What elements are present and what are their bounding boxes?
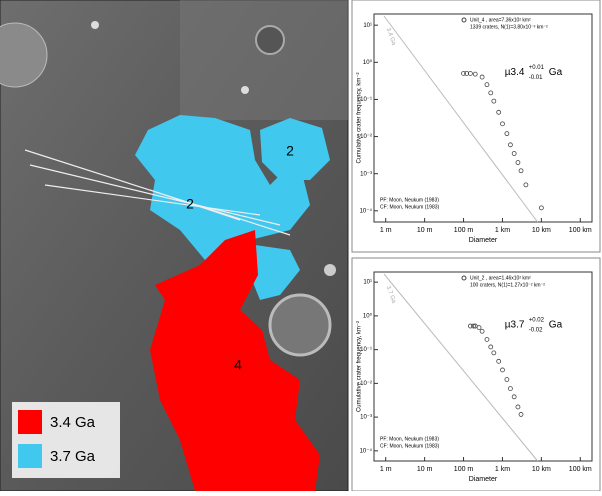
age-minus: -0.02 [529,327,543,333]
x-tick-label: 1 m [380,227,392,234]
legend-swatch [18,410,42,434]
legend-count: 100 craters, N(1)=1.27x10⁻² km⁻² [470,282,545,288]
crater [270,295,330,355]
x-tick-label: 100 m [454,227,474,234]
y-tick-label: 10¹ [363,23,372,29]
y-tick-label: 10¹ [363,280,372,286]
crater [256,26,284,54]
x-tick-label: 10 m [417,466,433,473]
y-tick-label: 10⁻⁴ [360,207,373,214]
legend-label: 3.4 Ga [50,414,96,431]
y-tick-label: 10⁻³ [360,171,372,177]
crater [324,264,336,276]
y-tick-label: 10⁰ [363,59,373,66]
y-axis-label: Cumulative crater frequency, km⁻² [357,72,363,163]
map: 2 2 4 3.4 Ga 3.7 Ga [0,0,348,491]
unit-label: 4 [234,357,242,373]
cf-note: CF: Moon, Neukum (1983) [380,204,440,210]
unit-label: 2 [286,143,294,159]
legend-label: Unit_2 , area=1.46x10² km² [470,275,531,281]
x-tick-label: 1 km [495,466,510,473]
x-tick-label: 100 km [569,466,592,473]
legend-label: 3.7 Ga [50,448,96,465]
x-axis-label: Diameter [469,237,498,244]
legend-count: 1339 craters, N(1)=3.80x10⁻³ km⁻² [470,24,548,30]
age: µ3.4 [505,67,525,78]
y-tick-label: 10⁻³ [360,415,372,421]
age-minus: -0.01 [529,75,543,81]
x-tick-label: 10 km [532,466,551,473]
x-tick-label: 100 m [454,466,474,473]
y-tick-label: 10⁰ [363,312,373,319]
pf-note: PF: Moon, Neukum (1983) [380,436,439,442]
x-tick-label: 1 km [495,227,510,234]
unit-label: 2 [186,196,194,212]
pf-note: PF: Moon, Neukum (1983) [380,197,439,203]
y-axis-label: Cumulative crater frequency, km⁻² [357,321,363,412]
age-plus: +0.02 [529,317,545,323]
legend-label: Unit_4 , area=7.36x10² km² [470,17,531,23]
x-tick-label: 10 m [417,227,433,234]
x-tick-label: 10 km [532,227,551,234]
crater [91,21,99,29]
crater [241,86,249,94]
age-unit: Ga [549,67,563,78]
x-axis-label: Diameter [469,476,498,483]
age: µ3.7 [505,320,525,331]
y-tick-label: 10⁻⁴ [360,447,373,454]
terrain [180,0,348,120]
age-plus: +0.01 [529,65,545,71]
age-unit: Ga [549,320,563,331]
figure: 2 2 4 3.4 Ga 3.7 Ga 1 m 10 m 100 m 1 km 10 km… [0,0,602,491]
cf-note: CF: Moon, Neukum (1983) [380,443,440,449]
x-tick-label: 1 m [380,466,392,473]
x-tick-label: 100 km [569,227,592,234]
legend-swatch [18,444,42,468]
